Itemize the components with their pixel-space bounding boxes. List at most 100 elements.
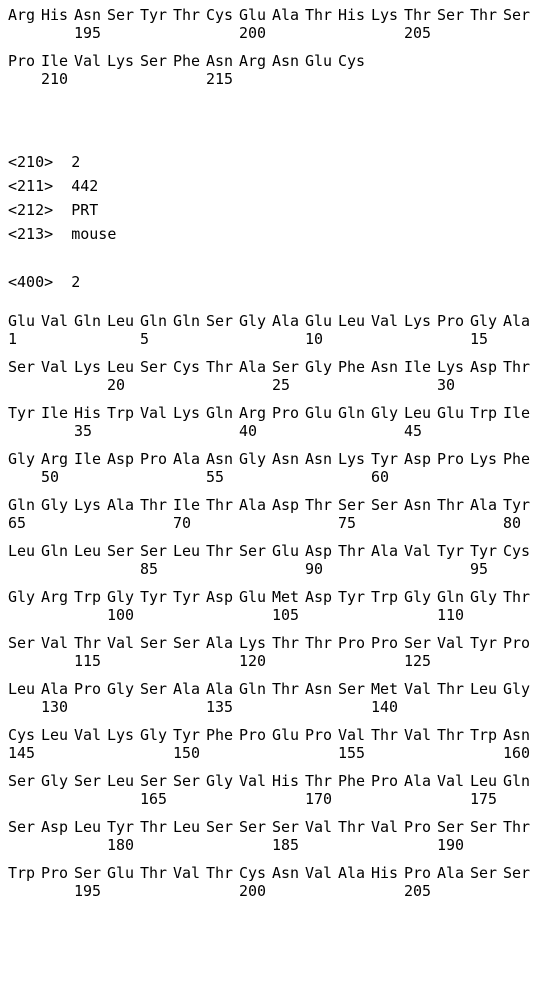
residue: Ser <box>470 864 503 882</box>
residue: Asn <box>503 726 536 744</box>
residue: Pro <box>41 864 74 882</box>
residue: Asn <box>272 864 305 882</box>
residue: Lys <box>173 404 206 422</box>
residue: Pro <box>272 404 305 422</box>
residue: Ile <box>41 52 74 70</box>
position-number: 200 <box>239 882 289 900</box>
residue: Thr <box>206 864 239 882</box>
residue: Phe <box>173 52 206 70</box>
residue: Ile <box>74 450 107 468</box>
residue: Thr <box>338 818 371 836</box>
position-row: 195200205 <box>8 24 541 42</box>
residue: Gln <box>437 588 470 606</box>
position-number: 160 <box>503 744 547 762</box>
residue: Gln <box>503 772 536 790</box>
residue: Pro <box>338 634 371 652</box>
residue: Gly <box>470 588 503 606</box>
residue: Tyr <box>503 496 536 514</box>
residue: Asn <box>206 450 239 468</box>
position-number: 155 <box>338 744 388 762</box>
residue: Ser <box>8 634 41 652</box>
residue: Asp <box>41 818 74 836</box>
residue: Val <box>437 772 470 790</box>
position-number: 215 <box>206 70 256 88</box>
residue: Ser <box>140 52 173 70</box>
residue: Gln <box>206 404 239 422</box>
residue: Tyr <box>140 6 173 24</box>
residue: Ser <box>272 358 305 376</box>
residue: Glu <box>305 52 338 70</box>
residue: Thr <box>74 634 107 652</box>
residue: Val <box>305 818 338 836</box>
position-row: 210215 <box>8 70 541 88</box>
residue: Tyr <box>338 588 371 606</box>
residue: Val <box>74 52 107 70</box>
position-number: 195 <box>74 882 124 900</box>
residue: Leu <box>107 358 140 376</box>
residue: Ser <box>74 772 107 790</box>
residue: Val <box>404 726 437 744</box>
residue: Tyr <box>8 404 41 422</box>
residue: Ala <box>239 496 272 514</box>
residue: Asn <box>74 6 107 24</box>
residue: Gly <box>107 588 140 606</box>
residue: Met <box>371 680 404 698</box>
position-number: 95 <box>470 560 520 578</box>
residue: Ser <box>140 358 173 376</box>
residue: Thr <box>305 634 338 652</box>
residue: Thr <box>206 542 239 560</box>
residue: Met <box>272 588 305 606</box>
residue: Ala <box>437 864 470 882</box>
residue: Ala <box>173 680 206 698</box>
position-number: 1 <box>8 330 58 348</box>
position-row: 100105110 <box>8 606 541 624</box>
position-number: 10 <box>305 330 355 348</box>
residue: Gly <box>41 496 74 514</box>
position-number: 75 <box>338 514 388 532</box>
sequence-metadata: <210> 2 <211> 442 <212> PRT <213> mouse … <box>8 150 541 294</box>
residue: Gly <box>107 680 140 698</box>
residue: Thr <box>437 680 470 698</box>
residue: Ser <box>8 772 41 790</box>
residue: Cys <box>173 358 206 376</box>
residue: Leu <box>8 680 41 698</box>
residue: Gln <box>140 312 173 330</box>
residue: Gly <box>503 680 536 698</box>
residue: Val <box>338 726 371 744</box>
residue: Asp <box>272 496 305 514</box>
residue: Thr <box>305 6 338 24</box>
residue: Ser <box>206 818 239 836</box>
residue: Ser <box>239 542 272 560</box>
residue: Pro <box>404 818 437 836</box>
residue: Phe <box>206 726 239 744</box>
residue: Pro <box>404 864 437 882</box>
residue: Thr <box>140 818 173 836</box>
position-row: 151015 <box>8 330 541 348</box>
residue: Ser <box>140 542 173 560</box>
position-row: 354045 <box>8 422 541 440</box>
residue: Pro <box>239 726 272 744</box>
residue: Leu <box>470 772 503 790</box>
residue: Lys <box>338 450 371 468</box>
residue: Ser <box>437 818 470 836</box>
residue: Thr <box>503 588 536 606</box>
residue: Thr <box>371 726 404 744</box>
residue: Ala <box>239 358 272 376</box>
residue: Cys <box>206 6 239 24</box>
residue: Thr <box>305 772 338 790</box>
residue: Asp <box>470 358 503 376</box>
position-number: 20 <box>107 376 157 394</box>
residue: Ser <box>503 864 536 882</box>
residue: Ser <box>437 6 470 24</box>
residue: Leu <box>404 404 437 422</box>
residue: Lys <box>470 450 503 468</box>
position-row: 65707580 <box>8 514 541 532</box>
residue: Cys <box>8 726 41 744</box>
residue: Thr <box>338 542 371 560</box>
residue: Lys <box>107 726 140 744</box>
residue: Asn <box>272 450 305 468</box>
residue: His <box>338 6 371 24</box>
residue-row: SerValLysLeuSerCysThrAlaSerGlyPheAsnIleL… <box>8 358 541 376</box>
residue: Ile <box>404 358 437 376</box>
residue: Val <box>371 312 404 330</box>
